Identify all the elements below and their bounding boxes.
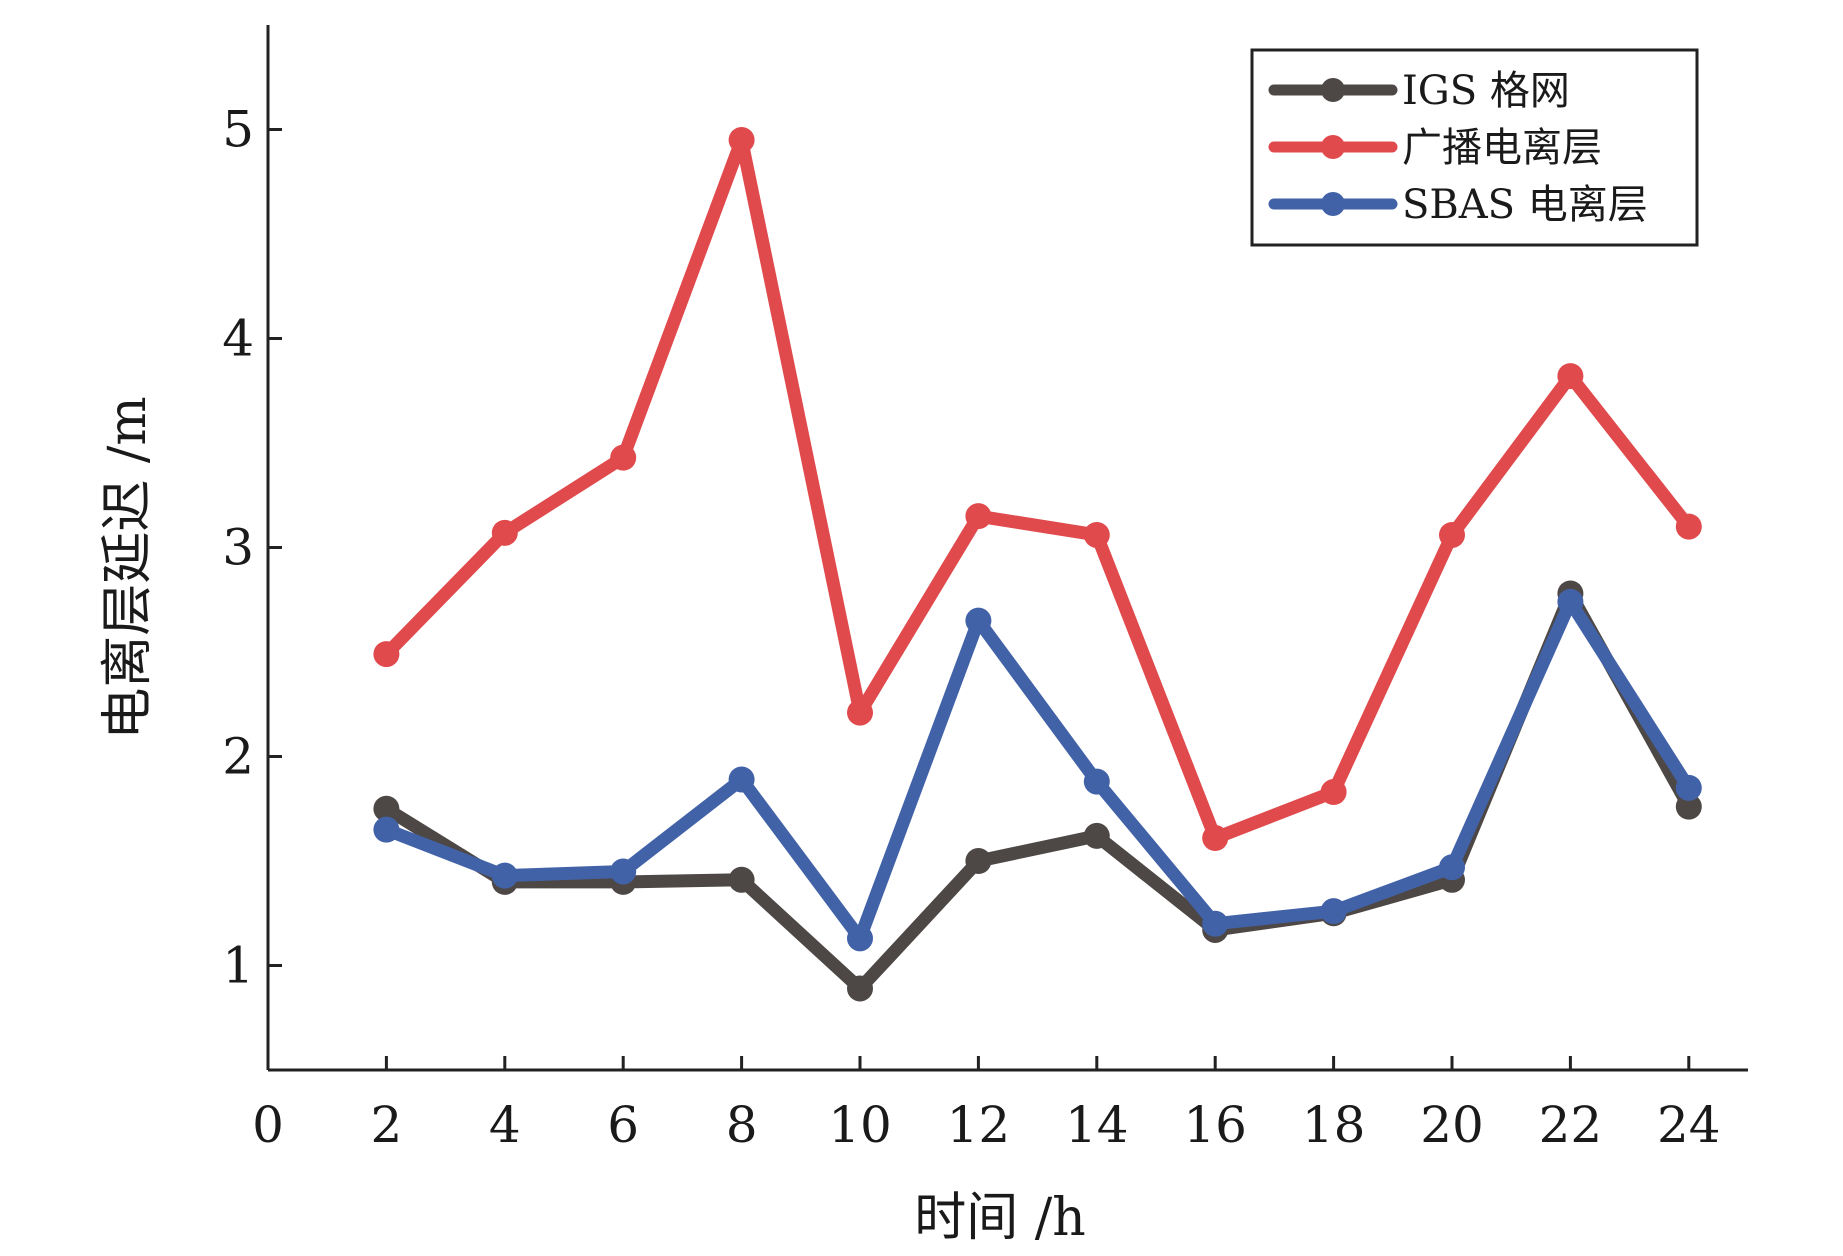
data-point [1557, 588, 1584, 615]
x-tick-label: 4 [489, 1096, 521, 1154]
x-tick-label: 20 [1420, 1096, 1484, 1154]
data-point [1675, 793, 1702, 820]
legend-label: 广播电离层 [1402, 125, 1602, 171]
data-point [1439, 521, 1465, 548]
data-point [965, 503, 992, 530]
series-line [379, 595, 1696, 945]
series-3 [373, 588, 1702, 952]
data-point [1439, 854, 1465, 881]
legend-item: 广播电离层 [1268, 125, 1602, 171]
data-point [610, 444, 637, 471]
data-point [847, 699, 873, 726]
data-point [373, 816, 400, 843]
data-point [373, 641, 400, 668]
legend-marker [1321, 135, 1345, 159]
data-point [1202, 910, 1229, 937]
data-point [1675, 513, 1702, 540]
x-tick-label: 18 [1302, 1096, 1366, 1154]
data-point [1083, 822, 1110, 849]
legend-marker [1321, 192, 1345, 216]
series-line [379, 586, 1696, 995]
data-point [373, 795, 400, 822]
data-point [728, 866, 755, 893]
data-point [1083, 521, 1110, 548]
data-point [965, 848, 992, 874]
data-point [1675, 774, 1702, 801]
data-point [1557, 363, 1584, 390]
data-point [1083, 768, 1110, 795]
x-tick-label: 0 [252, 1096, 284, 1154]
data-point [491, 519, 518, 546]
data-point [1320, 898, 1347, 925]
legend-label: SBAS 电离层 [1402, 182, 1648, 228]
series-1 [373, 580, 1702, 1002]
y-tick-label: 2 [222, 728, 254, 786]
x-axis-title: 时间 /h [914, 1188, 1086, 1248]
legend-label: IGS 格网 [1402, 68, 1570, 114]
data-point [847, 975, 873, 1002]
legend-marker [1321, 78, 1345, 102]
legend-item: SBAS 电离层 [1268, 182, 1648, 228]
y-tick-label: 5 [222, 101, 254, 159]
data-point [610, 858, 637, 885]
data-point [1320, 779, 1347, 806]
x-tick-label: 6 [607, 1096, 639, 1154]
x-tick-label: 8 [726, 1096, 758, 1154]
series-2 [373, 126, 1702, 852]
x-tick-label: 10 [828, 1096, 892, 1154]
x-tick-label: 14 [1065, 1096, 1129, 1154]
data-point [965, 607, 992, 634]
data-point [1202, 825, 1229, 852]
x-tick-label: 22 [1539, 1096, 1603, 1154]
y-tick-label: 3 [222, 519, 254, 577]
data-point [847, 925, 873, 952]
series-line [379, 133, 1696, 845]
x-tick-label: 2 [370, 1096, 402, 1154]
x-tick-label: 24 [1657, 1096, 1721, 1154]
x-tick-label: 12 [947, 1096, 1011, 1154]
series-lines [373, 126, 1702, 1002]
y-axis-title: 电离层延迟 /m [98, 396, 158, 739]
legend-item: IGS 格网 [1268, 68, 1570, 114]
data-point [728, 126, 755, 153]
y-tick-label: 4 [222, 310, 254, 368]
data-point [491, 862, 518, 889]
x-tick-label: 16 [1183, 1096, 1247, 1154]
y-tick-label: 1 [222, 937, 254, 995]
data-point [728, 766, 755, 793]
